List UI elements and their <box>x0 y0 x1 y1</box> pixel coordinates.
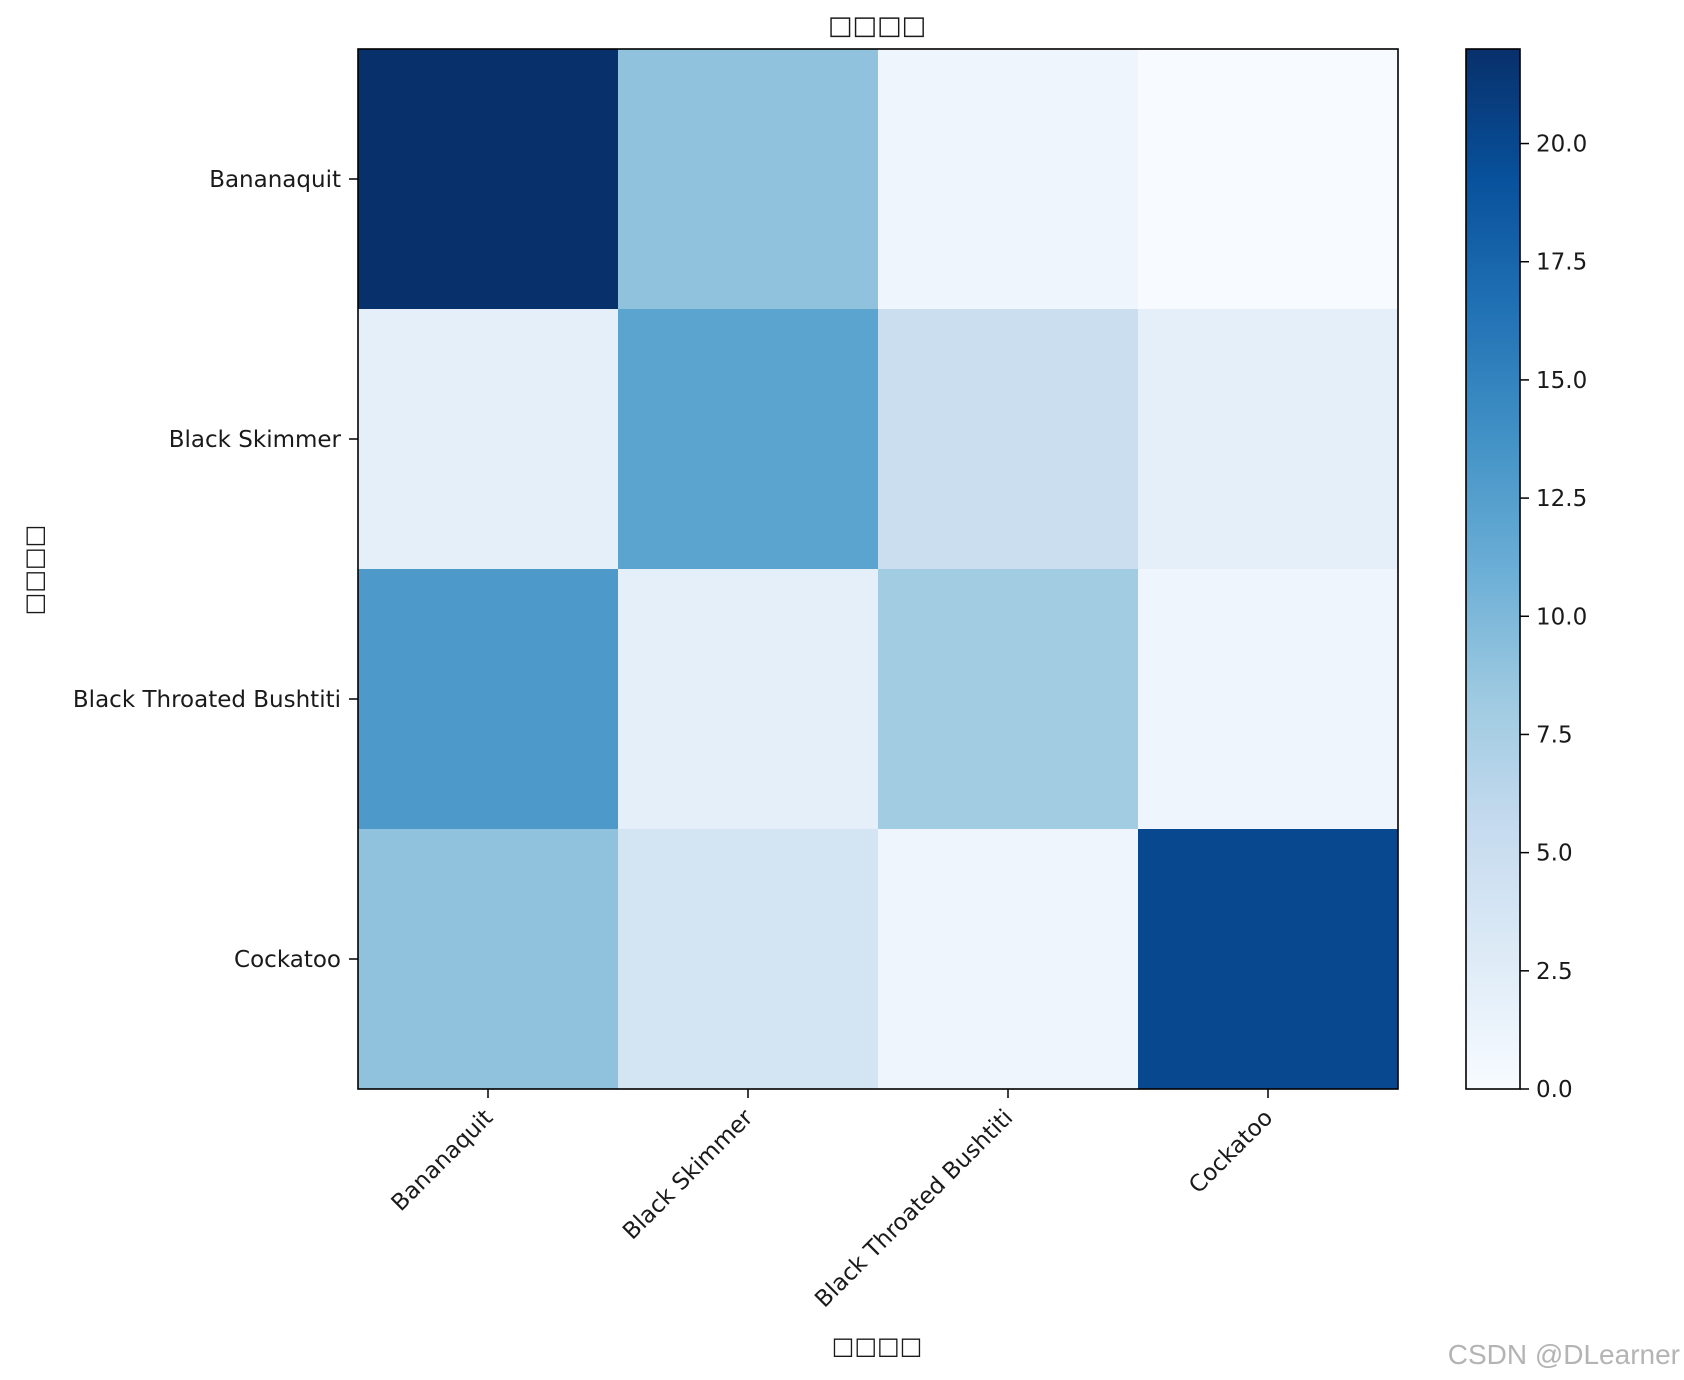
colorbar-tick-label: 2.5 <box>1536 959 1573 985</box>
heatmap-cell-r1-c0 <box>358 309 619 570</box>
y-axis-label: □□□□ <box>20 525 48 616</box>
y-tick-label: Cockatoo <box>234 947 341 973</box>
heatmap-cell-r0-c3 <box>1138 49 1399 310</box>
x-tick-label: Bananaquit <box>387 1105 499 1217</box>
colorbar-tick-label: 10.0 <box>1536 604 1587 630</box>
heatmap-cell-r3-c1 <box>618 829 879 1090</box>
y-tick-label: Black Throated Bushtiti <box>73 687 341 713</box>
heatmap-cell-r0-c1 <box>618 49 879 310</box>
x-tick-label: Black Throated Bushtiti <box>810 1105 1018 1313</box>
heatmap-cell-r1-c3 <box>1138 309 1399 570</box>
colorbar-tick-label: 15.0 <box>1536 368 1587 394</box>
colorbar-gradient <box>1466 49 1520 1089</box>
y-tick-label: Black Skimmer <box>169 427 342 453</box>
heatmap-cell-r3-c0 <box>358 829 619 1090</box>
plot-frame <box>357 48 1399 1090</box>
x-axis-label: □□□□ <box>832 1332 923 1360</box>
colorbar-tick-label: 12.5 <box>1536 486 1587 512</box>
y-axis-ticks: Bananaquit Black Skimmer Black Throated Bu… <box>73 167 358 973</box>
colorbar-tick-label: 7.5 <box>1536 722 1573 748</box>
heatmap-cell-r3-c2 <box>878 829 1139 1090</box>
y-tick-label: Bananaquit <box>209 167 341 193</box>
colorbar-tick-label: 0.0 <box>1536 1077 1573 1103</box>
heatmap-cell-r0-c2 <box>878 49 1139 310</box>
x-axis-ticks: Bananaquit Black Skimmer Black Throated Bu… <box>387 1089 1278 1313</box>
colorbar-frame <box>1465 48 1521 1090</box>
x-tick-label: Black Skimmer <box>618 1104 759 1245</box>
chart-title: □□□□ <box>828 11 926 41</box>
heatmap-cell-r2-c3 <box>1138 569 1399 830</box>
heatmap-cell-r0-c0 <box>358 49 619 310</box>
heatmap-cell-r2-c2 <box>878 569 1139 830</box>
x-tick-label: Cockatoo <box>1184 1105 1278 1199</box>
heatmap-cell-r3-c3 <box>1138 829 1399 1090</box>
heatmap-cell-r2-c1 <box>618 569 879 830</box>
colorbar-tick-label: 5.0 <box>1536 841 1573 867</box>
colorbar-tick-label: 17.5 <box>1536 250 1587 276</box>
watermark: CSDN @DLearner <box>1448 1339 1680 1370</box>
heatmap-cells <box>358 49 1399 1090</box>
heatmap-cell-r1-c1 <box>618 309 879 570</box>
heatmap-cell-r2-c0 <box>358 569 619 830</box>
colorbar-ticks: 0.0 2.5 5.0 7.5 10.0 12.5 15.0 17.5 20.0 <box>1520 132 1587 1103</box>
colorbar-tick-label: 20.0 <box>1536 132 1587 158</box>
heatmap-cell-r1-c2 <box>878 309 1139 570</box>
